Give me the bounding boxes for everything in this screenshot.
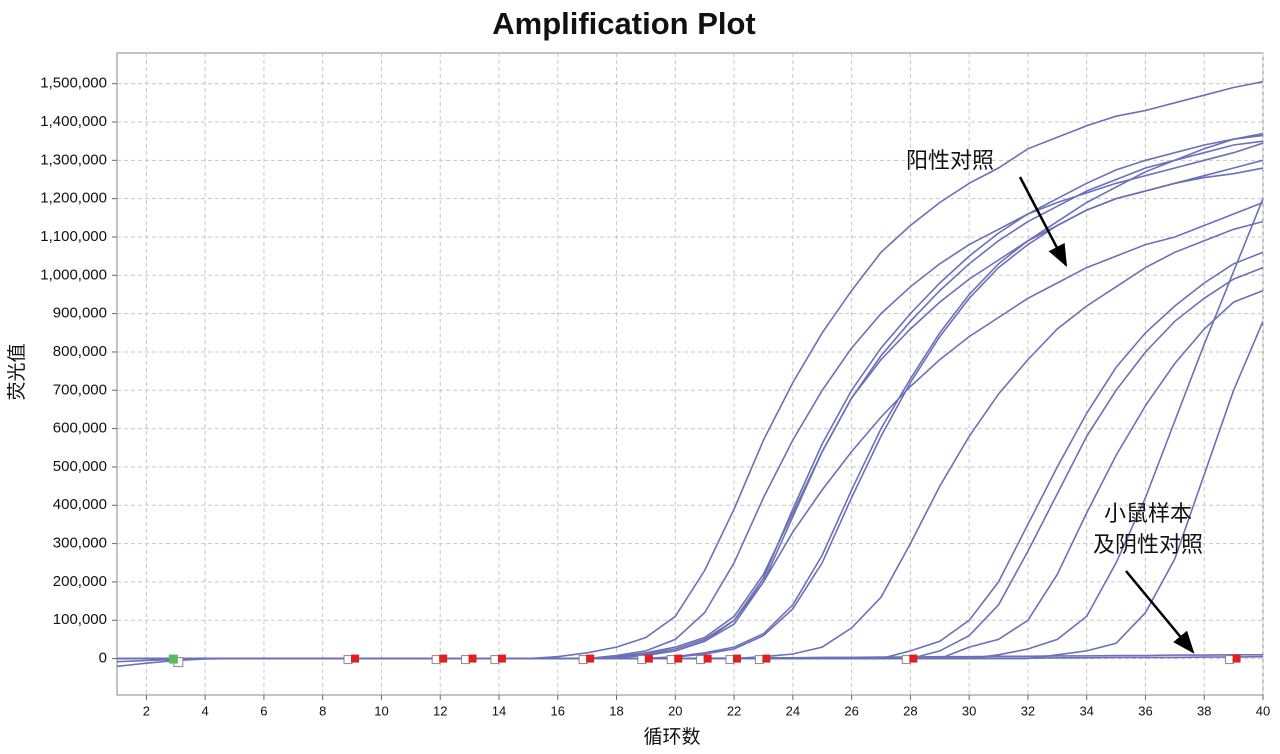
threshold-marker <box>586 654 595 663</box>
x-tick-label: 40 <box>1256 703 1270 718</box>
x-tick-label: 32 <box>1021 703 1035 718</box>
y-tick-label: 200,000 <box>53 573 107 590</box>
threshold-marker <box>497 654 506 663</box>
x-tick-label: 22 <box>727 703 741 718</box>
marker-outline <box>461 655 471 665</box>
threshold-marker <box>733 654 742 663</box>
annotation: 小鼠样本 <box>1104 501 1192 526</box>
x-tick-label: 10 <box>374 703 388 718</box>
x-tick-label: 16 <box>551 703 565 718</box>
marker-outline <box>578 655 588 665</box>
y-tick-label: 300,000 <box>53 535 107 552</box>
lines <box>117 80 1263 668</box>
marker-outline <box>754 655 764 665</box>
y-tick-label: 100,000 <box>53 611 107 628</box>
x-tick-label: 12 <box>433 703 447 718</box>
marker-outline <box>696 655 706 665</box>
plot-area <box>116 52 1264 696</box>
x-tick-label: 30 <box>962 703 976 718</box>
threshold-marker <box>468 654 477 663</box>
threshold-marker <box>674 654 683 663</box>
marker-outline <box>343 655 353 665</box>
y-tick-label: 1,000,000 <box>40 266 107 283</box>
threshold-marker <box>644 654 653 663</box>
x-axis-title: 循环数 <box>643 726 700 748</box>
x-tick-label: 20 <box>668 703 682 718</box>
annotation-arrow <box>1125 570 1195 654</box>
chart-title: Amplification Plot <box>492 6 756 41</box>
y-tick-label: 600,000 <box>53 420 107 437</box>
marker-outline <box>725 655 735 665</box>
annotation-arrow <box>1018 176 1068 267</box>
marker-outline <box>901 655 911 665</box>
x-tick-label: 34 <box>1079 703 1093 718</box>
x-tick-label: 8 <box>319 703 326 718</box>
marker-outline <box>431 655 441 665</box>
x-tick-label: 24 <box>786 703 800 718</box>
y-tick-label: 500,000 <box>53 458 107 475</box>
threshold-marker <box>703 654 712 663</box>
x-tick-label: 18 <box>609 703 623 718</box>
x-tick-label: 26 <box>844 703 858 718</box>
threshold-marker <box>762 654 771 663</box>
y-tick-label: 800,000 <box>53 343 107 360</box>
marker-outline <box>1225 655 1235 665</box>
x-tick-label: 4 <box>202 703 209 718</box>
x-tick-label: 2 <box>143 703 150 718</box>
marker-outline <box>666 655 676 665</box>
threshold-marker <box>909 654 918 663</box>
y-tick-label: 1,100,000 <box>40 228 107 245</box>
y-tick-label: 900,000 <box>53 305 107 322</box>
threshold-marker <box>1232 654 1241 663</box>
y-tick-label: 700,000 <box>53 381 107 398</box>
x-tick-label: 38 <box>1197 703 1211 718</box>
y-tick-label: 1,400,000 <box>40 113 107 130</box>
x-tick-label: 28 <box>903 703 917 718</box>
x-tick-label: 36 <box>1138 703 1152 718</box>
y-axis-title: 荧光值 <box>6 343 28 400</box>
y-tick-label: 0 <box>99 650 107 667</box>
y-tick-label: 1,500,000 <box>40 75 107 92</box>
x-tick-label: 14 <box>492 703 506 718</box>
threshold-marker <box>439 654 448 663</box>
x-tick-label: 6 <box>260 703 267 718</box>
marker-outline <box>637 655 647 665</box>
marker-outline <box>490 655 500 665</box>
grid <box>112 53 1264 700</box>
annotation: 阳性对照 <box>906 148 994 173</box>
annotation: 及阴性对照 <box>1093 532 1203 557</box>
threshold-marker <box>351 654 360 663</box>
start-marker <box>168 654 178 664</box>
amplification-curve <box>117 655 1263 663</box>
markers <box>168 654 1241 668</box>
y-tick-label: 1,200,000 <box>40 190 107 207</box>
y-tick-label: 400,000 <box>53 496 107 513</box>
y-tick-label: 1,300,000 <box>40 151 107 168</box>
